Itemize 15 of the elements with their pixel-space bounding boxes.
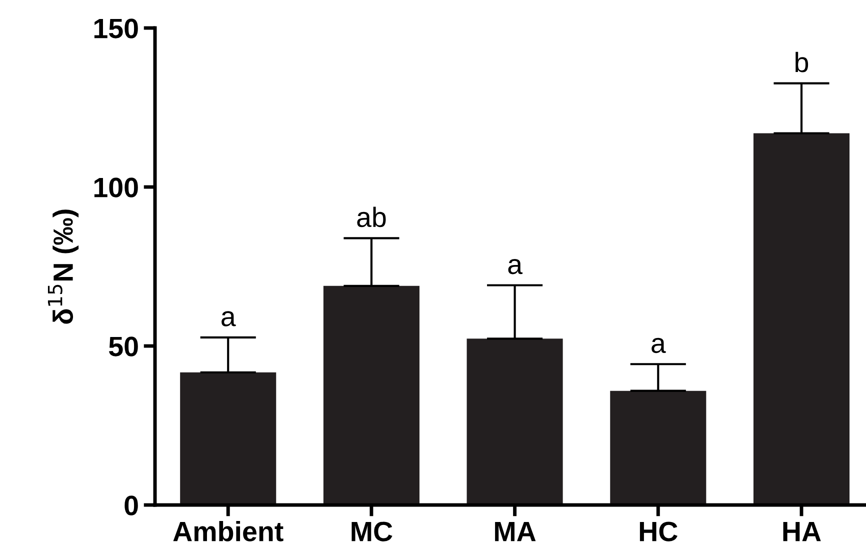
y-tick-label: 50 (108, 336, 138, 356)
annotation: ab (357, 206, 386, 228)
y-tick-label: 100 (94, 178, 138, 198)
x-tick-label: HC (640, 522, 678, 542)
x-tick-label: HA (783, 522, 821, 542)
y-axis-title: δ$^{15}$N (‰) (48, 210, 79, 324)
x-tick-label: MA (495, 522, 536, 542)
x-tick-label: MC (352, 522, 392, 542)
annotation: a (508, 258, 523, 274)
annotation: b (796, 52, 808, 72)
y-tick-label: 0 (124, 496, 138, 516)
annotation: a (222, 311, 236, 326)
x-tick-label: Ambient (173, 520, 284, 542)
annotation: a (652, 338, 666, 354)
y-tick-label: 150 (94, 18, 138, 38)
